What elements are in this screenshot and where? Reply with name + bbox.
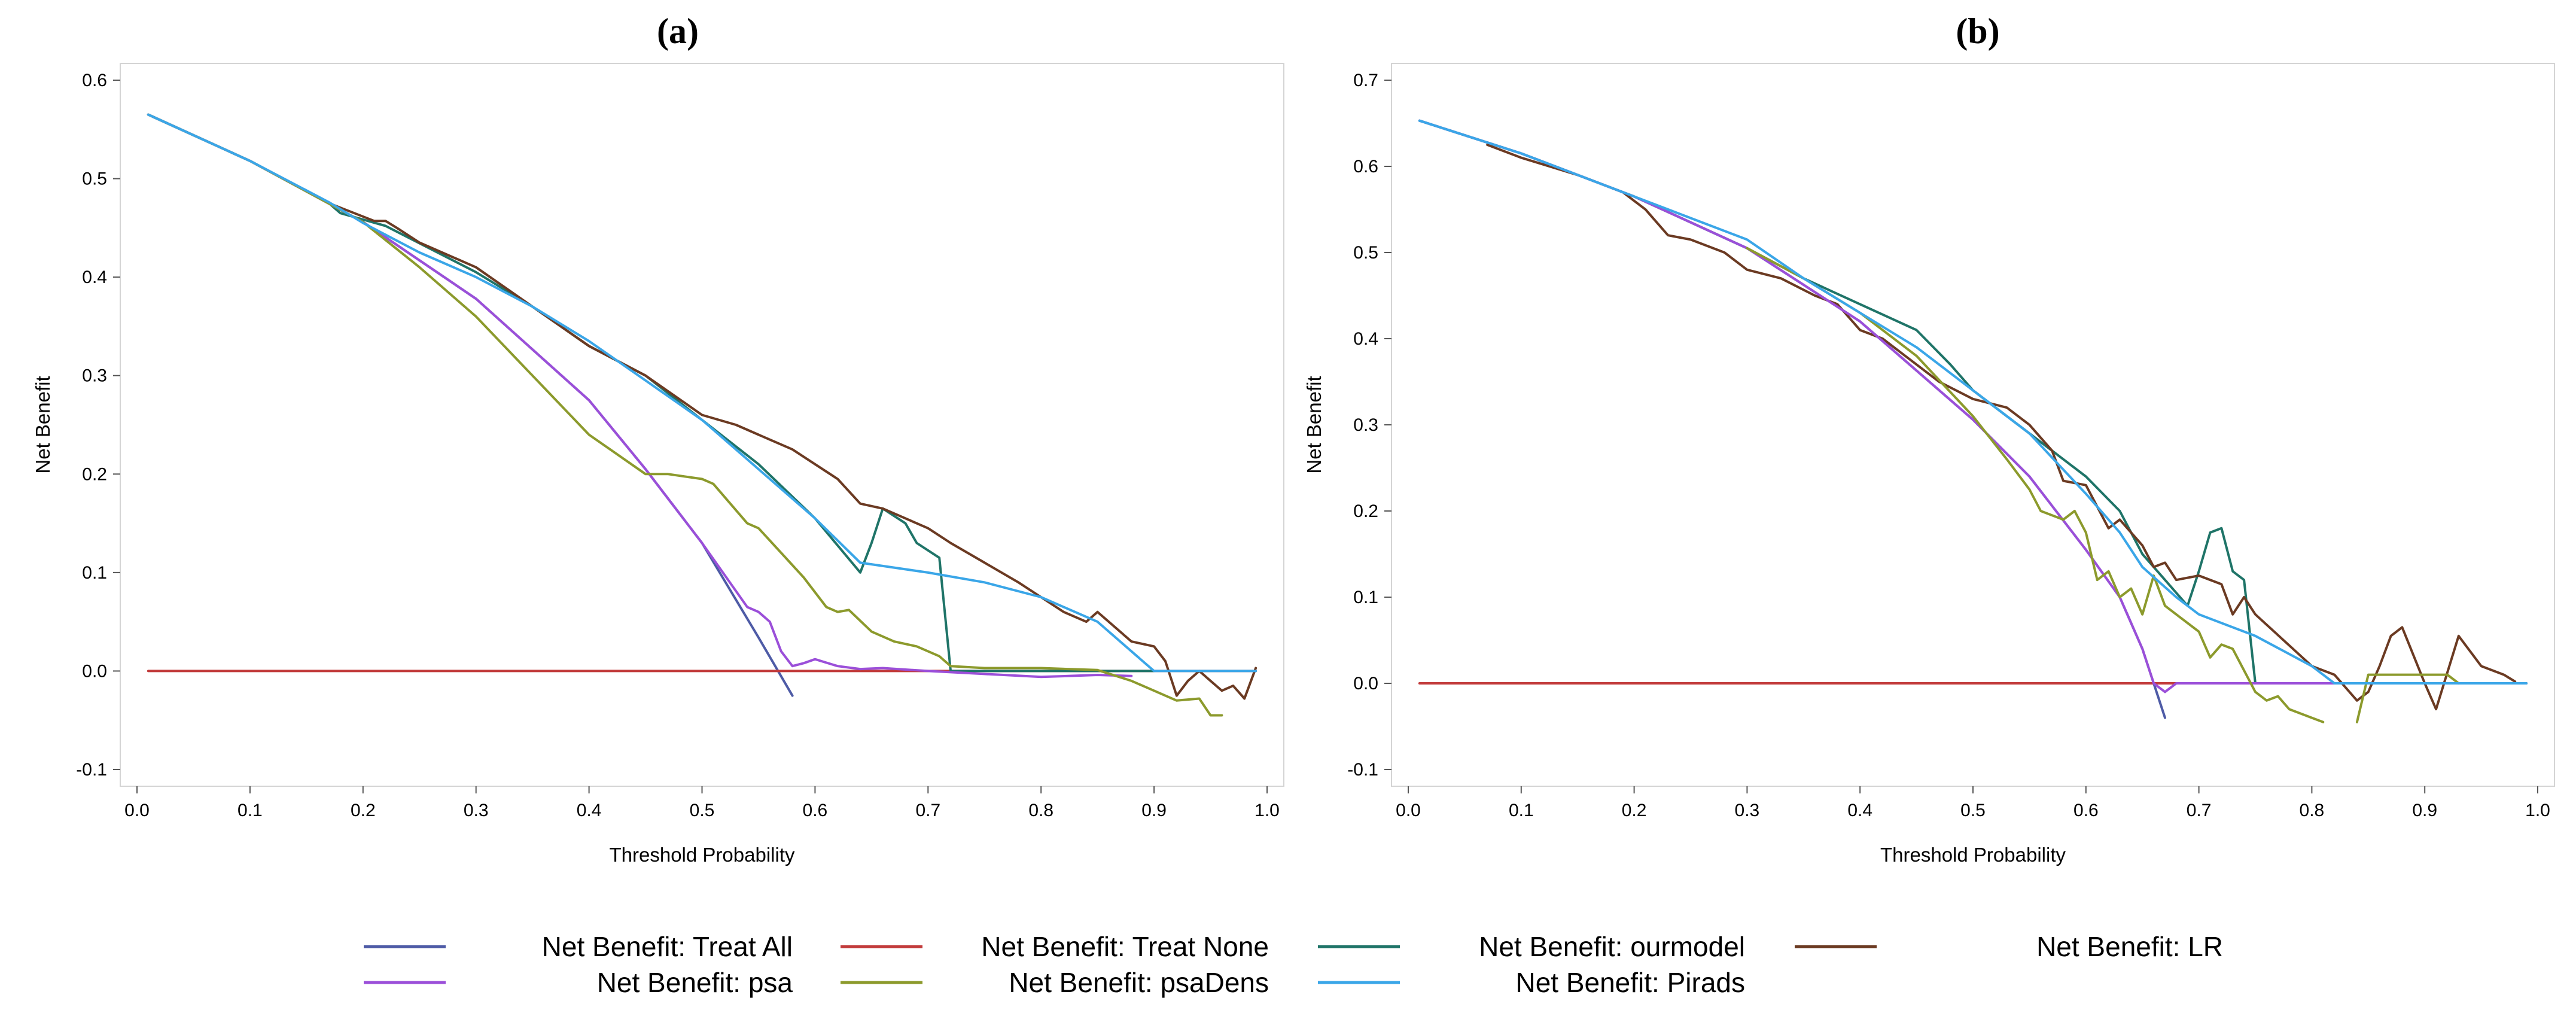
series-line-lr bbox=[1486, 144, 2517, 711]
y-tick-label: 0.6 bbox=[1353, 157, 1378, 177]
x-tick-label: 0.1 bbox=[237, 801, 263, 820]
x-tick-label: 0.6 bbox=[803, 801, 828, 820]
y-tick-label: -0.1 bbox=[76, 760, 107, 780]
legend-label: Net Benefit: LR bbox=[2036, 931, 2223, 962]
series-line-pirads bbox=[1418, 119, 2528, 685]
panel-a: (a) 0.0 0.1 0.2 0.3 0.4 0.5 0.6 0.7 0.8 0.9 1.0 -0.1… bbox=[32, 11, 1284, 866]
x-tick-label: 0.7 bbox=[915, 801, 940, 820]
y-tick-label: 0.0 bbox=[82, 661, 107, 681]
x-tick-label: 0.9 bbox=[2412, 801, 2437, 820]
x-tick-label: 0.5 bbox=[690, 801, 715, 820]
series-line-lr bbox=[147, 113, 1257, 700]
y-tick-label: 0.4 bbox=[1353, 329, 1378, 349]
y-tick-label: 0.4 bbox=[82, 267, 107, 287]
series-line-psa bbox=[1418, 119, 2426, 693]
legend: Net Benefit: Treat All Net Benefit: Treat… bbox=[364, 931, 2223, 998]
legend-label: Net Benefit: Treat All bbox=[542, 931, 793, 962]
x-tick-label: 1.0 bbox=[1254, 801, 1280, 820]
y-tick-label: 0.2 bbox=[82, 464, 107, 484]
y-tick-label: 0.7 bbox=[1353, 71, 1378, 90]
y-tick-label: 0.5 bbox=[1353, 243, 1378, 263]
y-tick-label: 0.5 bbox=[82, 169, 107, 189]
x-tick-label: 0.0 bbox=[124, 801, 150, 820]
x-tick-label: 0.4 bbox=[1847, 801, 1872, 820]
x-tick-label: 0.2 bbox=[1622, 801, 1647, 820]
plot-frame bbox=[120, 63, 1284, 787]
y-tick-label: 0.0 bbox=[1353, 674, 1378, 693]
x-tick-label: 0.2 bbox=[351, 801, 376, 820]
x-tick-label: 0.5 bbox=[1960, 801, 1986, 820]
x-axis-label: Threshold Probability bbox=[1880, 844, 2066, 866]
series-line-psa bbox=[147, 113, 1133, 679]
series-line-ourmodel bbox=[1418, 119, 2426, 685]
x-tick-label: 1.0 bbox=[2525, 801, 2550, 820]
x-tick-label: 0.0 bbox=[1396, 801, 1421, 820]
x-tick-label: 0.8 bbox=[2300, 801, 2325, 820]
legend-label: Net Benefit: psaDens bbox=[1009, 967, 1269, 998]
y-axis-label: Net Benefit bbox=[1303, 376, 1325, 473]
series-line-psadens bbox=[1746, 247, 2325, 723]
series-line-treat-all bbox=[147, 113, 794, 697]
panel-title: (a) bbox=[657, 11, 699, 51]
series-line-pirads bbox=[147, 113, 1257, 673]
x-tick-label: 0.6 bbox=[2073, 801, 2099, 820]
x-tick-label: 0.1 bbox=[1509, 801, 1534, 820]
y-tick-label: -0.1 bbox=[1347, 760, 1378, 780]
y-tick-label: 0.1 bbox=[82, 563, 107, 583]
x-tick-label: 0.3 bbox=[1735, 801, 1760, 820]
y-tick-label: 0.6 bbox=[82, 71, 107, 90]
series-line-treat-all bbox=[1418, 119, 2166, 719]
legend-label: Net Benefit: psa bbox=[597, 967, 793, 998]
legend-label: Net Benefit: ourmodel bbox=[1479, 931, 1745, 962]
panel-b: (b) 0.0 0.1 0.2 0.3 0.4 0.5 0.6 0.7 0.8 0.9 1.0 -0.1… bbox=[1303, 11, 2555, 866]
x-tick-label: 0.8 bbox=[1028, 801, 1053, 820]
legend-label: Net Benefit: Treat None bbox=[981, 931, 1269, 962]
x-tick-label: 0.7 bbox=[2187, 801, 2212, 820]
y-tick-label: 0.1 bbox=[1353, 588, 1378, 607]
legend-label: Net Benefit: Pirads bbox=[1515, 967, 1745, 998]
series-line-psadens bbox=[147, 113, 1223, 717]
x-tick-label: 0.3 bbox=[464, 801, 489, 820]
y-tick-label: 0.2 bbox=[1353, 501, 1378, 521]
y-tick-label: 0.3 bbox=[82, 366, 107, 386]
y-axis-label: Net Benefit bbox=[32, 376, 54, 473]
x-axis-label: Threshold Probability bbox=[610, 844, 795, 866]
y-tick-label: 0.3 bbox=[1353, 415, 1378, 435]
panel-title: (b) bbox=[1956, 11, 1999, 51]
x-tick-label: 0.9 bbox=[1141, 801, 1167, 820]
series-line-segment bbox=[2355, 673, 2460, 723]
x-tick-label: 0.4 bbox=[577, 801, 602, 820]
